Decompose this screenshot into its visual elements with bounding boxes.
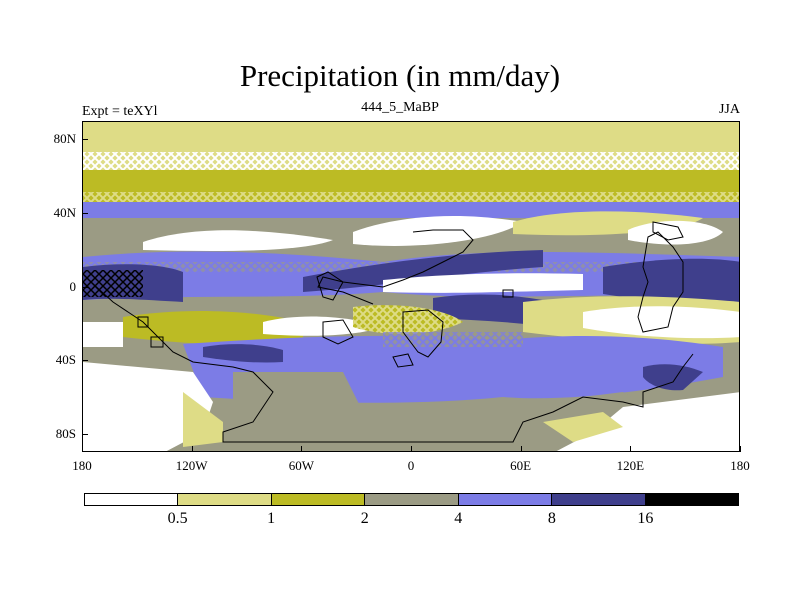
colorbar-box <box>271 494 366 505</box>
colorbar-label: 2 <box>360 510 369 527</box>
ytick-label: 40S <box>55 352 76 368</box>
precipitation-map <box>82 121 740 452</box>
xtick-mark <box>520 446 522 452</box>
xtick-label: 120E <box>616 458 645 473</box>
xtick-mark <box>191 446 193 452</box>
xtick-label: 120W <box>175 458 208 473</box>
xtick-label: 60W <box>288 458 314 473</box>
ytick-mark <box>82 433 88 435</box>
colorbar-box <box>458 494 553 505</box>
chart-title: Precipitation (in mm/day) <box>239 58 561 93</box>
colorbar-box <box>85 494 179 505</box>
season-label: JJA <box>718 102 740 117</box>
ytick-label: 40N <box>53 204 76 220</box>
xtick-label: 180 <box>72 458 92 473</box>
xtick-label: 180 <box>730 458 750 473</box>
colorbar-box <box>645 494 738 505</box>
colorbar-label: 16 <box>637 510 654 527</box>
xtick-label: 60E <box>510 458 532 473</box>
ytick-mark <box>82 212 88 214</box>
colorbar <box>84 493 739 506</box>
xtick-mark <box>82 446 83 452</box>
xtick-mark <box>740 446 741 452</box>
colorbar-box <box>178 494 272 505</box>
colorbar-box <box>552 494 646 505</box>
period-label: 444_5_MaBP <box>361 100 439 115</box>
ytick-label: 0 <box>69 278 77 294</box>
colorbar-label: 4 <box>454 510 463 527</box>
xtick-label: 0 <box>407 458 415 473</box>
ytick-mark <box>82 360 88 362</box>
xtick-mark <box>411 446 412 452</box>
ytick-mark <box>82 139 88 141</box>
colorbar-label: 8 <box>547 510 556 527</box>
colorbar-box <box>365 494 459 505</box>
ytick-label: 80S <box>55 425 76 441</box>
xtick-mark <box>630 446 632 452</box>
ytick-label: 80N <box>53 131 76 147</box>
precipitation-field <box>83 122 739 451</box>
ytick-mark <box>82 286 88 288</box>
xtick-mark <box>301 446 303 452</box>
colorbar-label: 0.5 <box>167 510 188 527</box>
experiment-label: Expt = teXYl <box>82 104 158 119</box>
colorbar-label: 1 <box>267 510 276 527</box>
